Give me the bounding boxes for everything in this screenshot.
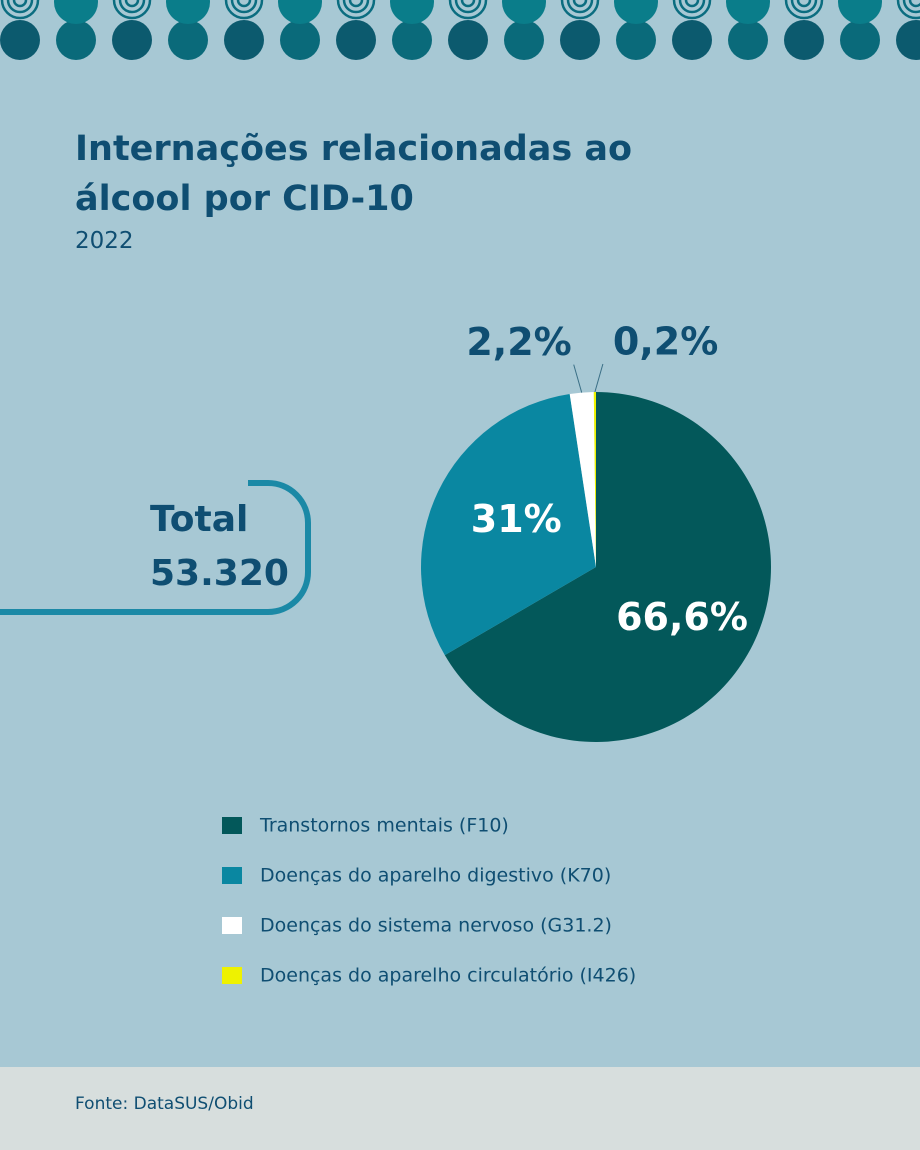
ring — [672, 0, 712, 20]
pie-slice — [593, 392, 596, 567]
footer — [0, 1067, 920, 1150]
legend-label: Doenças do aparelho circulatório (I426) — [260, 965, 636, 987]
legend-label: Transtornos mentais (F10) — [259, 815, 509, 837]
ring — [784, 0, 824, 20]
value-label: 66,6% — [616, 595, 748, 639]
ring — [448, 0, 488, 20]
ring — [902, 0, 920, 14]
ring — [112, 0, 152, 20]
ring — [460, 0, 476, 8]
ring — [0, 0, 40, 20]
pie-slice — [444, 392, 772, 742]
total-frame — [0, 480, 311, 615]
ring — [790, 0, 818, 14]
ring — [348, 0, 364, 8]
dot — [112, 20, 152, 60]
ring — [560, 0, 600, 20]
dot — [336, 20, 376, 60]
dot — [504, 20, 544, 60]
ring — [896, 0, 920, 20]
ring — [684, 0, 700, 8]
ring — [336, 0, 376, 20]
value-label: 31% — [471, 497, 562, 541]
ring — [454, 0, 482, 14]
dot — [616, 20, 656, 60]
ring — [124, 0, 140, 8]
dot — [726, 0, 770, 24]
legend-label: Doenças do aparelho digestivo (K70) — [260, 865, 611, 887]
dot — [896, 20, 920, 60]
ring — [6, 0, 34, 14]
ring — [118, 0, 146, 14]
ring — [342, 0, 370, 14]
dot — [560, 20, 600, 60]
dot — [278, 0, 322, 24]
dot — [166, 0, 210, 24]
legend-swatch — [222, 917, 242, 934]
dot — [784, 20, 824, 60]
dot — [56, 20, 96, 60]
pie-slice — [569, 392, 596, 567]
ring — [678, 0, 706, 14]
ring — [566, 0, 594, 14]
dot — [448, 20, 488, 60]
ring — [572, 0, 588, 8]
legend-swatch — [222, 967, 242, 984]
dot — [280, 20, 320, 60]
dot — [54, 0, 98, 24]
source: Fonte: DataSUS/Obid — [75, 1094, 254, 1114]
dot — [0, 20, 40, 60]
pie-slice — [421, 393, 596, 656]
ring — [224, 0, 264, 20]
leader-line — [594, 363, 604, 393]
ring — [12, 0, 28, 8]
dot — [672, 20, 712, 60]
dot — [168, 20, 208, 60]
leader-line — [573, 364, 583, 393]
dot — [838, 0, 882, 24]
dot — [224, 20, 264, 60]
legend-label: Doenças do sistema nervoso (G31.2) — [260, 915, 612, 937]
chart-subtitle: 2022 — [75, 228, 134, 254]
decoration — [0, 0, 920, 60]
legend-swatch — [222, 867, 242, 884]
ring — [908, 0, 920, 8]
dot — [392, 20, 432, 60]
total-value: 53.320 — [150, 553, 289, 594]
dot — [614, 0, 658, 24]
value-label: 2,2% — [466, 320, 571, 364]
dot — [502, 0, 546, 24]
dot — [390, 0, 434, 24]
ring — [236, 0, 252, 8]
dot — [728, 20, 768, 60]
dot — [840, 20, 880, 60]
total-label: Total — [150, 499, 248, 540]
legend-swatch — [222, 817, 242, 834]
ring — [230, 0, 258, 14]
chart-title: Internações relacionadas ao álcool por C… — [75, 129, 633, 219]
value-label: 0,2% — [613, 320, 718, 364]
ring — [796, 0, 812, 8]
